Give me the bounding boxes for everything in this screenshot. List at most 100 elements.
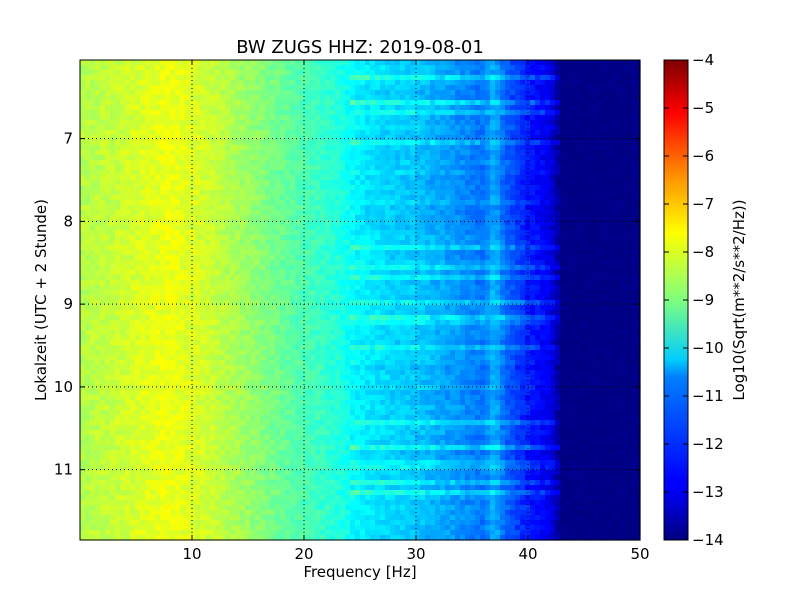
heatmap-cell — [195, 520, 201, 526]
heatmap-cell — [120, 525, 126, 531]
heatmap-cell — [245, 90, 251, 96]
heatmap-cell — [145, 455, 151, 461]
heatmap-cell — [175, 120, 181, 126]
heatmap-cell — [285, 315, 291, 321]
heatmap-cell — [145, 395, 151, 401]
heatmap-cell — [290, 395, 296, 401]
heatmap-cell — [135, 130, 141, 136]
heatmap-cell — [90, 265, 96, 271]
heatmap-cell — [260, 530, 266, 536]
heatmap-cell — [115, 215, 121, 221]
heatmap-cell — [235, 460, 241, 466]
heatmap-cell — [195, 505, 201, 511]
heatmap-cell — [310, 140, 316, 146]
heatmap-cell — [125, 150, 131, 156]
heatmap-cell — [295, 145, 301, 151]
heatmap-cell — [240, 535, 246, 541]
heatmap-cell — [115, 285, 121, 291]
heatmap-cell — [115, 420, 121, 426]
heatmap-cell — [205, 350, 211, 356]
heatmap-cell — [275, 125, 281, 131]
heatmap-cell — [325, 500, 331, 506]
heatmap-cell — [90, 420, 96, 426]
heatmap-cell — [235, 65, 241, 71]
heatmap-cell — [280, 240, 286, 246]
heatmap-cell — [175, 520, 181, 526]
heatmap-cell — [190, 295, 196, 301]
heatmap-cell — [240, 340, 246, 346]
heatmap-cell — [285, 280, 291, 286]
heatmap-cell — [95, 260, 101, 266]
heatmap-cell — [320, 335, 326, 341]
heatmap-cell — [120, 160, 126, 166]
heatmap-cell — [145, 200, 151, 206]
heatmap-cell — [220, 395, 226, 401]
heatmap-cell — [300, 250, 306, 256]
heatmap-cell — [125, 160, 131, 166]
heatmap-cell — [335, 125, 341, 131]
heatmap-cell — [290, 340, 296, 346]
heatmap-cell — [310, 95, 316, 101]
heatmap-cell — [255, 160, 261, 166]
heatmap-cell — [175, 240, 181, 246]
heatmap-cell — [130, 130, 136, 136]
heatmap-cell — [235, 185, 241, 191]
heatmap-cell — [190, 160, 196, 166]
heatmap-cell — [190, 280, 196, 286]
heatmap-cell — [280, 425, 286, 431]
heatmap-cell — [125, 435, 131, 441]
heatmap-cell — [185, 380, 191, 386]
heatmap-cell — [280, 70, 286, 76]
heatmap-cell — [220, 455, 226, 461]
heatmap-cell — [90, 350, 96, 356]
heatmap-cell — [95, 435, 101, 441]
heatmap-cell — [210, 85, 216, 91]
heatmap-cell — [290, 500, 296, 506]
heatmap-cell — [275, 400, 281, 406]
heatmap-cell — [230, 75, 236, 81]
heatmap-cell — [150, 370, 156, 376]
heatmap-cell — [320, 150, 326, 156]
heatmap-cell — [210, 325, 216, 331]
heatmap-cell — [200, 235, 206, 241]
heatmap-cell — [135, 510, 141, 516]
heatmap-cell — [160, 500, 166, 506]
heatmap-cell — [265, 480, 271, 486]
heatmap-cell — [90, 440, 96, 446]
heatmap-cell — [270, 120, 276, 126]
heatmap-cell — [315, 475, 321, 481]
heatmap-cell — [125, 110, 131, 116]
heatmap-cell — [90, 220, 96, 226]
heatmap-cell — [155, 75, 161, 81]
heatmap-cell — [140, 145, 146, 151]
heatmap-cell — [145, 445, 151, 451]
heatmap-cell — [245, 420, 251, 426]
heatmap-cell — [200, 165, 206, 171]
heatmap-cell — [245, 185, 251, 191]
heatmap-cell — [190, 80, 196, 86]
heatmap-cell — [155, 335, 161, 341]
heatmap-cell — [215, 385, 221, 391]
heatmap-cell — [320, 145, 326, 151]
heatmap-cell — [115, 290, 121, 296]
heatmap-cell — [140, 330, 146, 336]
heatmap-cell — [320, 370, 326, 376]
heatmap-cell — [100, 135, 106, 141]
heatmap-cell — [195, 230, 201, 236]
heatmap-cell — [195, 320, 201, 326]
heatmap-cell — [155, 485, 161, 491]
heatmap-cell — [130, 160, 136, 166]
heatmap-cell — [170, 120, 176, 126]
heatmap-cell — [195, 385, 201, 391]
heatmap-cell — [275, 275, 281, 281]
heatmap-cell — [85, 175, 91, 181]
heatmap-cell — [175, 315, 181, 321]
heatmap-cell — [210, 460, 216, 466]
heatmap-cell — [335, 455, 341, 461]
heatmap-cell — [320, 190, 326, 196]
heatmap-cell — [80, 505, 86, 511]
heatmap-cell — [295, 70, 301, 76]
heatmap-cell — [115, 530, 121, 536]
heatmap-cell — [135, 455, 141, 461]
heatmap-cell — [80, 215, 86, 221]
